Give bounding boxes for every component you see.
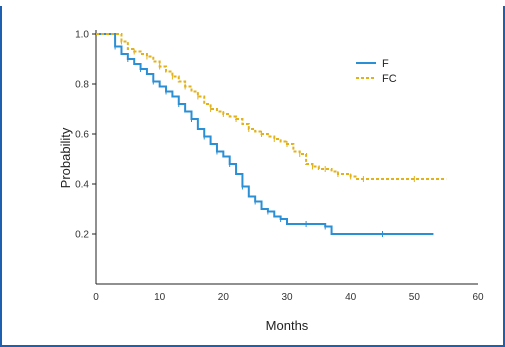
y-tick-label: 0.6: [75, 130, 89, 141]
y-tick-label: 0.8: [75, 80, 89, 91]
x-axis-title: Months: [266, 318, 309, 333]
cropped-title-strip: [0, 0, 505, 6]
legend: F FC: [356, 58, 397, 85]
y-tick-label: 0.4: [75, 180, 89, 191]
x-tick-label: 60: [472, 292, 484, 303]
series-line-fc: [96, 33, 447, 180]
x-tick-label: 40: [345, 292, 357, 303]
x-tick-label: 0: [93, 292, 99, 303]
x-tick-labels: 0 10 20 30 40 50 60: [93, 292, 484, 303]
y-tick-label: 0.2: [75, 230, 89, 241]
series-layer: [96, 33, 447, 237]
axes: [95, 30, 478, 285]
x-tick-label: 50: [409, 292, 421, 303]
y-tick-label: 1.0: [75, 30, 89, 41]
y-axis-title: Probability: [58, 127, 73, 188]
x-tick-label: 20: [218, 292, 230, 303]
legend-label-fc: FC: [382, 73, 397, 85]
x-tick-label: 10: [154, 292, 166, 303]
x-tick-label: 30: [281, 292, 293, 303]
y-tick-labels: 0.2 0.4 0.6 0.8 1.0: [75, 30, 96, 241]
legend-label-f: F: [382, 58, 389, 70]
